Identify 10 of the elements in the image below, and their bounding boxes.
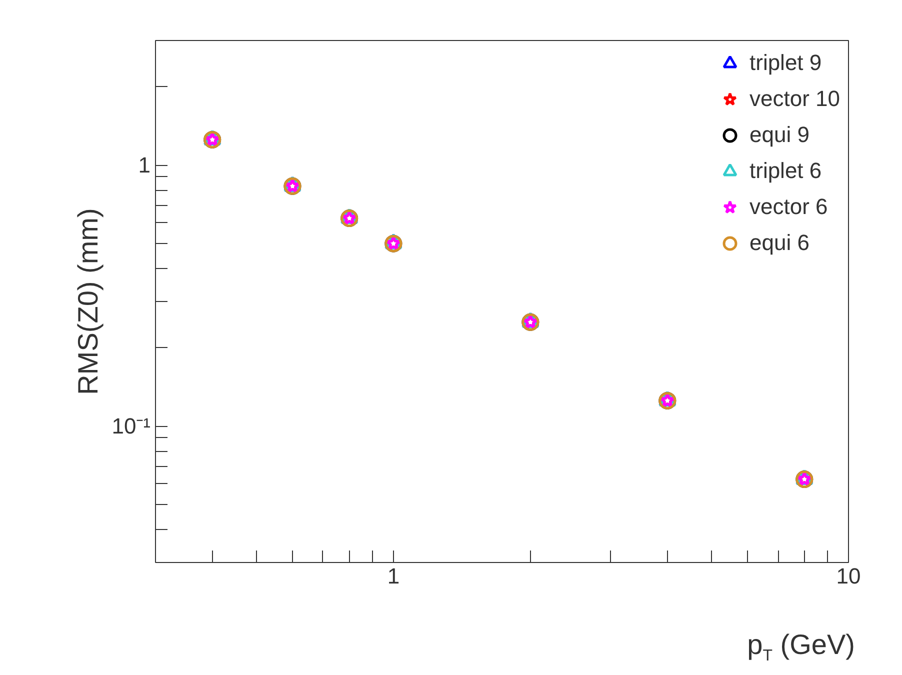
y-tick-label: 10⁻¹	[112, 414, 150, 439]
x-axis-title: p$_{T}$ (GeV)	[746, 628, 855, 667]
legend-label: triplet 9	[750, 50, 822, 76]
legend-label: equi 9	[750, 122, 810, 148]
legend-label: equi 6	[750, 230, 810, 256]
x-tick-label: 10	[836, 564, 861, 588]
legend-label: triplet 6	[750, 158, 822, 184]
y-axis-title: RMS(Z0) (mm)	[72, 208, 104, 395]
legend-label: vector 6	[750, 194, 828, 220]
legend-label: vector 10	[750, 86, 840, 112]
